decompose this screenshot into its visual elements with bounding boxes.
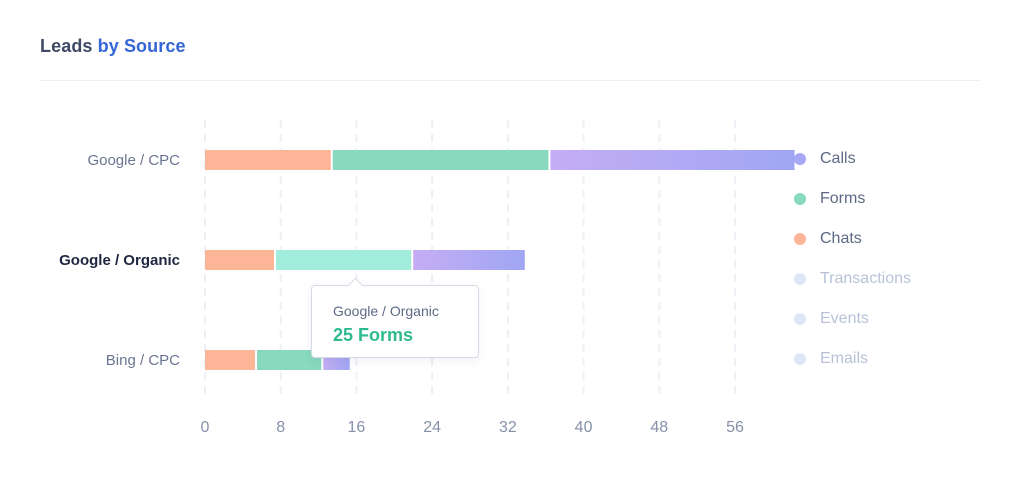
- x-tick-label-56: 56: [726, 419, 744, 436]
- legend-dot-chats: [794, 233, 806, 245]
- category-label-google-cpc: Google / CPC: [87, 152, 180, 169]
- bar-google-cpc-chats: [205, 150, 331, 170]
- bar-bing-cpc-chats: [205, 350, 256, 370]
- bar-bing-cpc-forms: [257, 350, 322, 370]
- legend-item-forms[interactable]: Forms: [792, 179, 992, 219]
- legend-item-emails[interactable]: Emails: [792, 339, 992, 379]
- legend-label-events: Events: [820, 310, 869, 327]
- x-tick-label-8: 8: [276, 419, 285, 436]
- legend-label-chats: Chats: [820, 230, 862, 247]
- x-tick-label-48: 48: [650, 419, 668, 436]
- chart-title-part2: by Source: [97, 36, 186, 56]
- legend-label-forms: Forms: [820, 190, 866, 207]
- x-tick-label-24: 24: [423, 419, 441, 436]
- legend-dot-forms: [794, 193, 806, 205]
- chart-legend: Calls Forms Chats Transactions Events Emails: [792, 139, 992, 379]
- header-divider: [40, 80, 980, 81]
- category-label-google-organic: Google / Organic: [59, 252, 180, 269]
- bar-google-cpc-forms: [332, 150, 549, 170]
- chart-title: Leads by Source: [40, 36, 186, 57]
- x-tick-label-32: 32: [499, 419, 517, 436]
- bar-google-organic-chats: [205, 250, 274, 270]
- legend-item-chats[interactable]: Chats: [792, 219, 992, 259]
- tooltip-value: 25 Forms: [333, 325, 414, 345]
- legend-dot-calls: [794, 153, 806, 165]
- bar-google-organic-forms: [275, 250, 412, 270]
- chart-title-part1: Leads: [40, 36, 93, 56]
- bar-google-cpc-calls: [550, 150, 795, 170]
- category-label-bing-cpc: Bing / CPC: [106, 352, 180, 369]
- legend-dot-events: [794, 313, 806, 325]
- legend-label-transactions: Transactions: [820, 270, 911, 287]
- bar-google-organic-calls: [413, 250, 525, 270]
- legend-label-calls: Calls: [820, 150, 856, 167]
- legend-dot-emails: [794, 353, 806, 365]
- tooltip-title: Google / Organic: [333, 303, 439, 319]
- legend-item-events[interactable]: Events: [792, 299, 992, 339]
- legend-label-emails: Emails: [820, 350, 869, 367]
- legend-dot-transactions: [794, 273, 806, 285]
- legend-item-transactions[interactable]: Transactions: [792, 259, 992, 299]
- x-tick-label-40: 40: [575, 419, 593, 436]
- legend-item-calls[interactable]: Calls: [792, 139, 992, 179]
- x-tick-label-16: 16: [348, 419, 366, 436]
- chart-tooltip: Google / Organic 25 Forms: [311, 277, 479, 358]
- x-tick-label-0: 0: [201, 419, 210, 436]
